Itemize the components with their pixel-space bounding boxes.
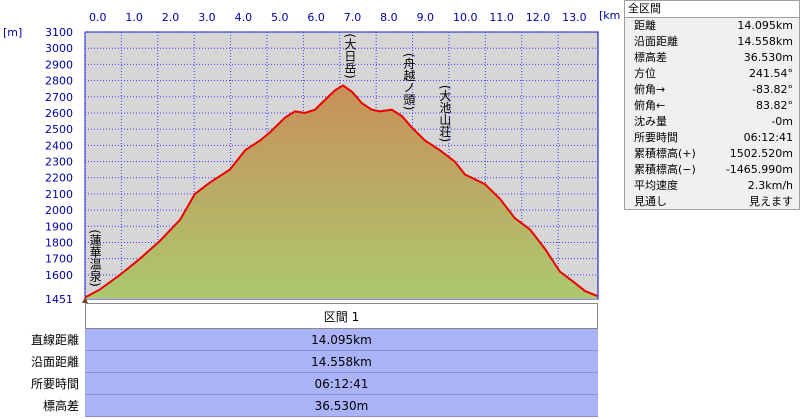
annotation: (舟越ノ頭) <box>402 53 416 110</box>
row-label: 所要時間 <box>634 131 678 144</box>
row-value: 2.3km/h <box>747 179 793 192</box>
y-tick-label: 2300 <box>45 156 73 169</box>
y-tick-label: 1451 <box>45 293 73 303</box>
y-unit: [m] <box>3 26 22 39</box>
x-tick-label: 11.0 <box>489 11 514 24</box>
panel-row: 累積標高(−) -1465.990m <box>625 162 799 178</box>
x-tick-label: 0.0 <box>89 11 107 24</box>
panel-row: 標高差 36.530m <box>625 50 799 66</box>
x-tick-label: 6.0 <box>307 11 325 24</box>
panel-row: 方位 241.54° <box>625 66 799 82</box>
x-tick-label: 9.0 <box>417 11 435 24</box>
row-label: 標高差 <box>42 399 79 413</box>
row-value: 36.530m <box>743 51 793 64</box>
x-tick-label: 3.0 <box>198 11 216 24</box>
row-label: 沿面距離 <box>634 35 678 48</box>
section-table: 区間 1 直線距離 14.095km 沿面距離 14.558km 所要時間 06:12:41… <box>0 303 600 417</box>
x-tick-label: 5.0 <box>271 11 289 24</box>
annotation: (大日岳) <box>343 33 357 78</box>
y-tick-label: 3000 <box>45 42 73 55</box>
panel-row: 沿面距離 14.558km <box>625 34 799 50</box>
section-row: 沿面距離 14.558km <box>0 351 600 373</box>
panel-row: 見通し 見えます <box>625 194 799 210</box>
row-value: 83.82° <box>756 99 793 112</box>
y-tick-label: 2500 <box>45 123 73 136</box>
x-tick-label: 7.0 <box>344 11 362 24</box>
area-fill <box>85 85 598 300</box>
row-value: 14.095km <box>737 19 793 32</box>
y-tick-label: 2000 <box>45 204 73 217</box>
row-value: 1502.520m <box>729 147 793 160</box>
row-value: 36.530m <box>85 395 598 417</box>
x-tick-label: 4.0 <box>235 11 253 24</box>
x-tick-label: 2.0 <box>162 11 180 24</box>
row-value: -1465.990m <box>725 163 793 176</box>
row-label: 標高差 <box>634 51 667 64</box>
y-tick-label: 1900 <box>45 220 73 233</box>
annotation: (蓮華温泉) <box>88 229 102 286</box>
y-tick-label: 2100 <box>45 188 73 201</box>
panel-row: 俯角← 83.82° <box>625 98 799 114</box>
section-header: 区間 1 <box>85 303 598 329</box>
x-tick-label: 1.0 <box>125 11 142 24</box>
section-row: 所要時間 06:12:41 <box>0 373 600 395</box>
y-tick-label: 2600 <box>45 107 73 120</box>
row-value: 14.095km <box>85 329 598 351</box>
panel-row: 俯角→ -83.82° <box>625 82 799 98</box>
row-value: 241.54° <box>749 67 793 80</box>
row-value: 見えます <box>749 195 793 208</box>
row-label: 方位 <box>634 67 656 80</box>
panel-row: 所要時間 06:12:41 <box>625 130 799 146</box>
row-label: 所要時間 <box>30 377 79 391</box>
profile-chart: [m] [km] 1451 1600 1700 1800 1900 2000 2100 220… <box>3 9 620 303</box>
y-tick-label: 2700 <box>45 91 73 104</box>
panel-row: 距離 14.095km <box>625 18 799 34</box>
x-tick-label: 13.0 <box>562 11 587 24</box>
section-row: 直線距離 14.095km <box>0 329 600 351</box>
panel-row: 平均速度 2.3km/h <box>625 178 799 194</box>
start-marker <box>82 297 88 303</box>
row-value: -0m <box>771 115 793 128</box>
row-label: 累積標高(−) <box>634 163 696 176</box>
x-tick-label: 10.0 <box>453 11 478 24</box>
y-tick-label: 3100 <box>45 26 73 39</box>
profile-line <box>84 84 598 299</box>
row-label: 直線距離 <box>30 333 79 347</box>
annotation: (大池山荘) <box>438 85 452 142</box>
panel-row: 沈み量 -0m <box>625 114 799 130</box>
summary-panel: 全区間 距離 14.095km 沿面距離 14.558km 標高差 36.530m 方位 241… <box>624 0 800 210</box>
x-unit: [km] <box>599 9 620 22</box>
row-value: 06:12:41 <box>85 373 598 395</box>
panel-title: 全区間 <box>625 1 799 18</box>
y-tick-label: 2900 <box>45 58 73 71</box>
row-value: 14.558km <box>737 35 793 48</box>
y-tick-label: 1800 <box>45 236 73 249</box>
y-tick-label: 1700 <box>45 253 73 266</box>
y-tick-label: 1600 <box>45 269 73 282</box>
x-tick-label: 8.0 <box>380 11 398 24</box>
y-tick-label: 2400 <box>45 139 73 152</box>
row-label: 距離 <box>634 19 656 32</box>
panel-row: 累積標高(+) 1502.520m <box>625 146 799 162</box>
row-label: 見通し <box>634 195 667 208</box>
row-value: -83.82° <box>752 83 793 96</box>
row-value: 14.558km <box>85 351 598 373</box>
row-label: 累積標高(+) <box>634 147 696 160</box>
section-row: 標高差 36.530m <box>0 395 600 417</box>
x-tick-label: 12.0 <box>526 11 551 24</box>
row-label: 沈み量 <box>634 115 667 128</box>
row-label: 俯角→ <box>634 83 666 96</box>
row-value: 06:12:41 <box>743 131 793 144</box>
row-label: 俯角← <box>634 99 666 112</box>
y-tick-label: 2200 <box>45 172 73 185</box>
y-tick-label: 2800 <box>45 75 73 88</box>
row-label: 沿面距離 <box>30 355 79 369</box>
row-label: 平均速度 <box>634 179 678 192</box>
